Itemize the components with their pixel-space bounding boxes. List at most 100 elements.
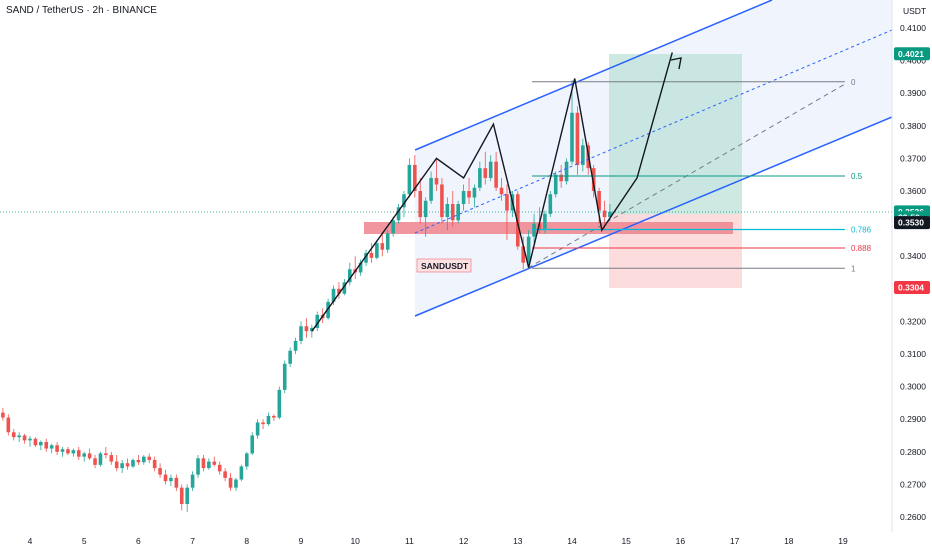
candle-body [553,174,558,195]
x-tick-label: 5 [82,536,87,546]
candle-body [223,471,227,478]
x-tick-label: 11 [405,536,414,546]
target-arrow-head [670,57,682,70]
x-tick-label: 15 [621,536,631,546]
candle-body [158,468,162,475]
candles-group [1,80,612,513]
price-tag-bg [894,216,930,230]
candle-body [537,223,542,231]
candle-body [591,168,596,191]
candle-body [11,432,16,438]
y-tick-label: 0.3200 [900,316,926,326]
candle-body [44,442,49,449]
fib-label: 1 [851,264,856,273]
candle-body [190,474,195,488]
candle-body [120,463,124,469]
y-tick-label: 0.2600 [900,512,926,522]
candle-body [169,477,173,482]
candle-body [358,262,363,273]
candle-body [93,458,97,465]
candle-body [142,456,146,463]
candle-body [380,243,385,250]
candle-body [532,223,536,237]
candle-body [570,112,574,162]
candle-body [131,459,135,467]
candle-body [450,204,455,221]
y-tick-label: 0.3000 [900,382,926,392]
candle-body [39,442,43,446]
candle-body [402,194,406,208]
x-tick-label: 17 [730,536,740,546]
candle-body [581,145,585,165]
candle-body [364,252,368,263]
fib-label: 0.888 [851,244,872,253]
candle-body [413,164,417,191]
y-tick-label: 0.3100 [900,349,926,359]
candle-body [445,204,450,218]
candle-body [174,477,179,488]
candle-body [347,269,352,283]
candle-body [434,177,439,185]
candle-body [456,204,460,221]
candle-body [575,112,580,165]
candle-body [342,282,347,294]
y-tick-label: 0.3900 [900,88,926,98]
candle-body [217,464,222,472]
x-tick-label: 10 [350,536,360,546]
candle-body [548,194,553,214]
y-tick-label: 0.3600 [900,186,926,196]
candle-body [55,445,59,452]
currency-label: USDT [903,6,926,16]
candle-body [288,350,292,364]
candle-body [201,458,206,469]
candle-body [407,164,412,195]
candle-body [98,453,103,465]
symbol-label: SANDUSDT [421,261,469,271]
candle-body [315,314,320,328]
candle-body [82,453,86,457]
price-tag-label: 0.3530 [898,218,924,228]
x-tick-label: 6 [136,536,141,546]
fib-label: 0 [851,78,856,87]
y-tick-label: 0.3800 [900,121,926,131]
candle-body [375,243,379,258]
candle-body [396,207,401,221]
candle-body [250,435,255,454]
y-tick-label: 0.4000 [900,56,926,66]
y-tick-label: 0.2800 [900,447,926,457]
candle-body [6,417,11,433]
candle-body [22,435,27,441]
x-tick-label: 7 [190,536,195,546]
candle-body [440,184,444,218]
candle-body [136,459,141,463]
candle-body [163,474,168,482]
x-tick-label: 4 [28,536,33,546]
channel-mid-dashed-line [414,29,893,234]
candle-body [109,455,114,462]
candle-body [369,252,374,258]
candle-body [505,194,509,211]
candle-body [467,191,471,198]
price-tag-bg [894,47,930,61]
candle-body [564,161,569,182]
candle-body [559,174,563,182]
candle-body [478,168,482,188]
candle-body [526,236,531,263]
candle-body [185,487,189,504]
candle-body [179,487,184,504]
candle-body [418,191,423,218]
candle-body [66,449,70,454]
candle-body [49,445,54,449]
zigzag-path [311,52,673,332]
price-tag-bg [894,280,930,294]
candle-body [147,456,152,460]
candle-body [331,288,336,302]
fib-levels-group: 0 0.5 0.786 0.888 1 [532,78,872,273]
candle-body [337,288,341,294]
candle-body [310,327,314,332]
candle-body [543,213,547,231]
candle-body [33,438,38,446]
candle-body [125,463,130,467]
